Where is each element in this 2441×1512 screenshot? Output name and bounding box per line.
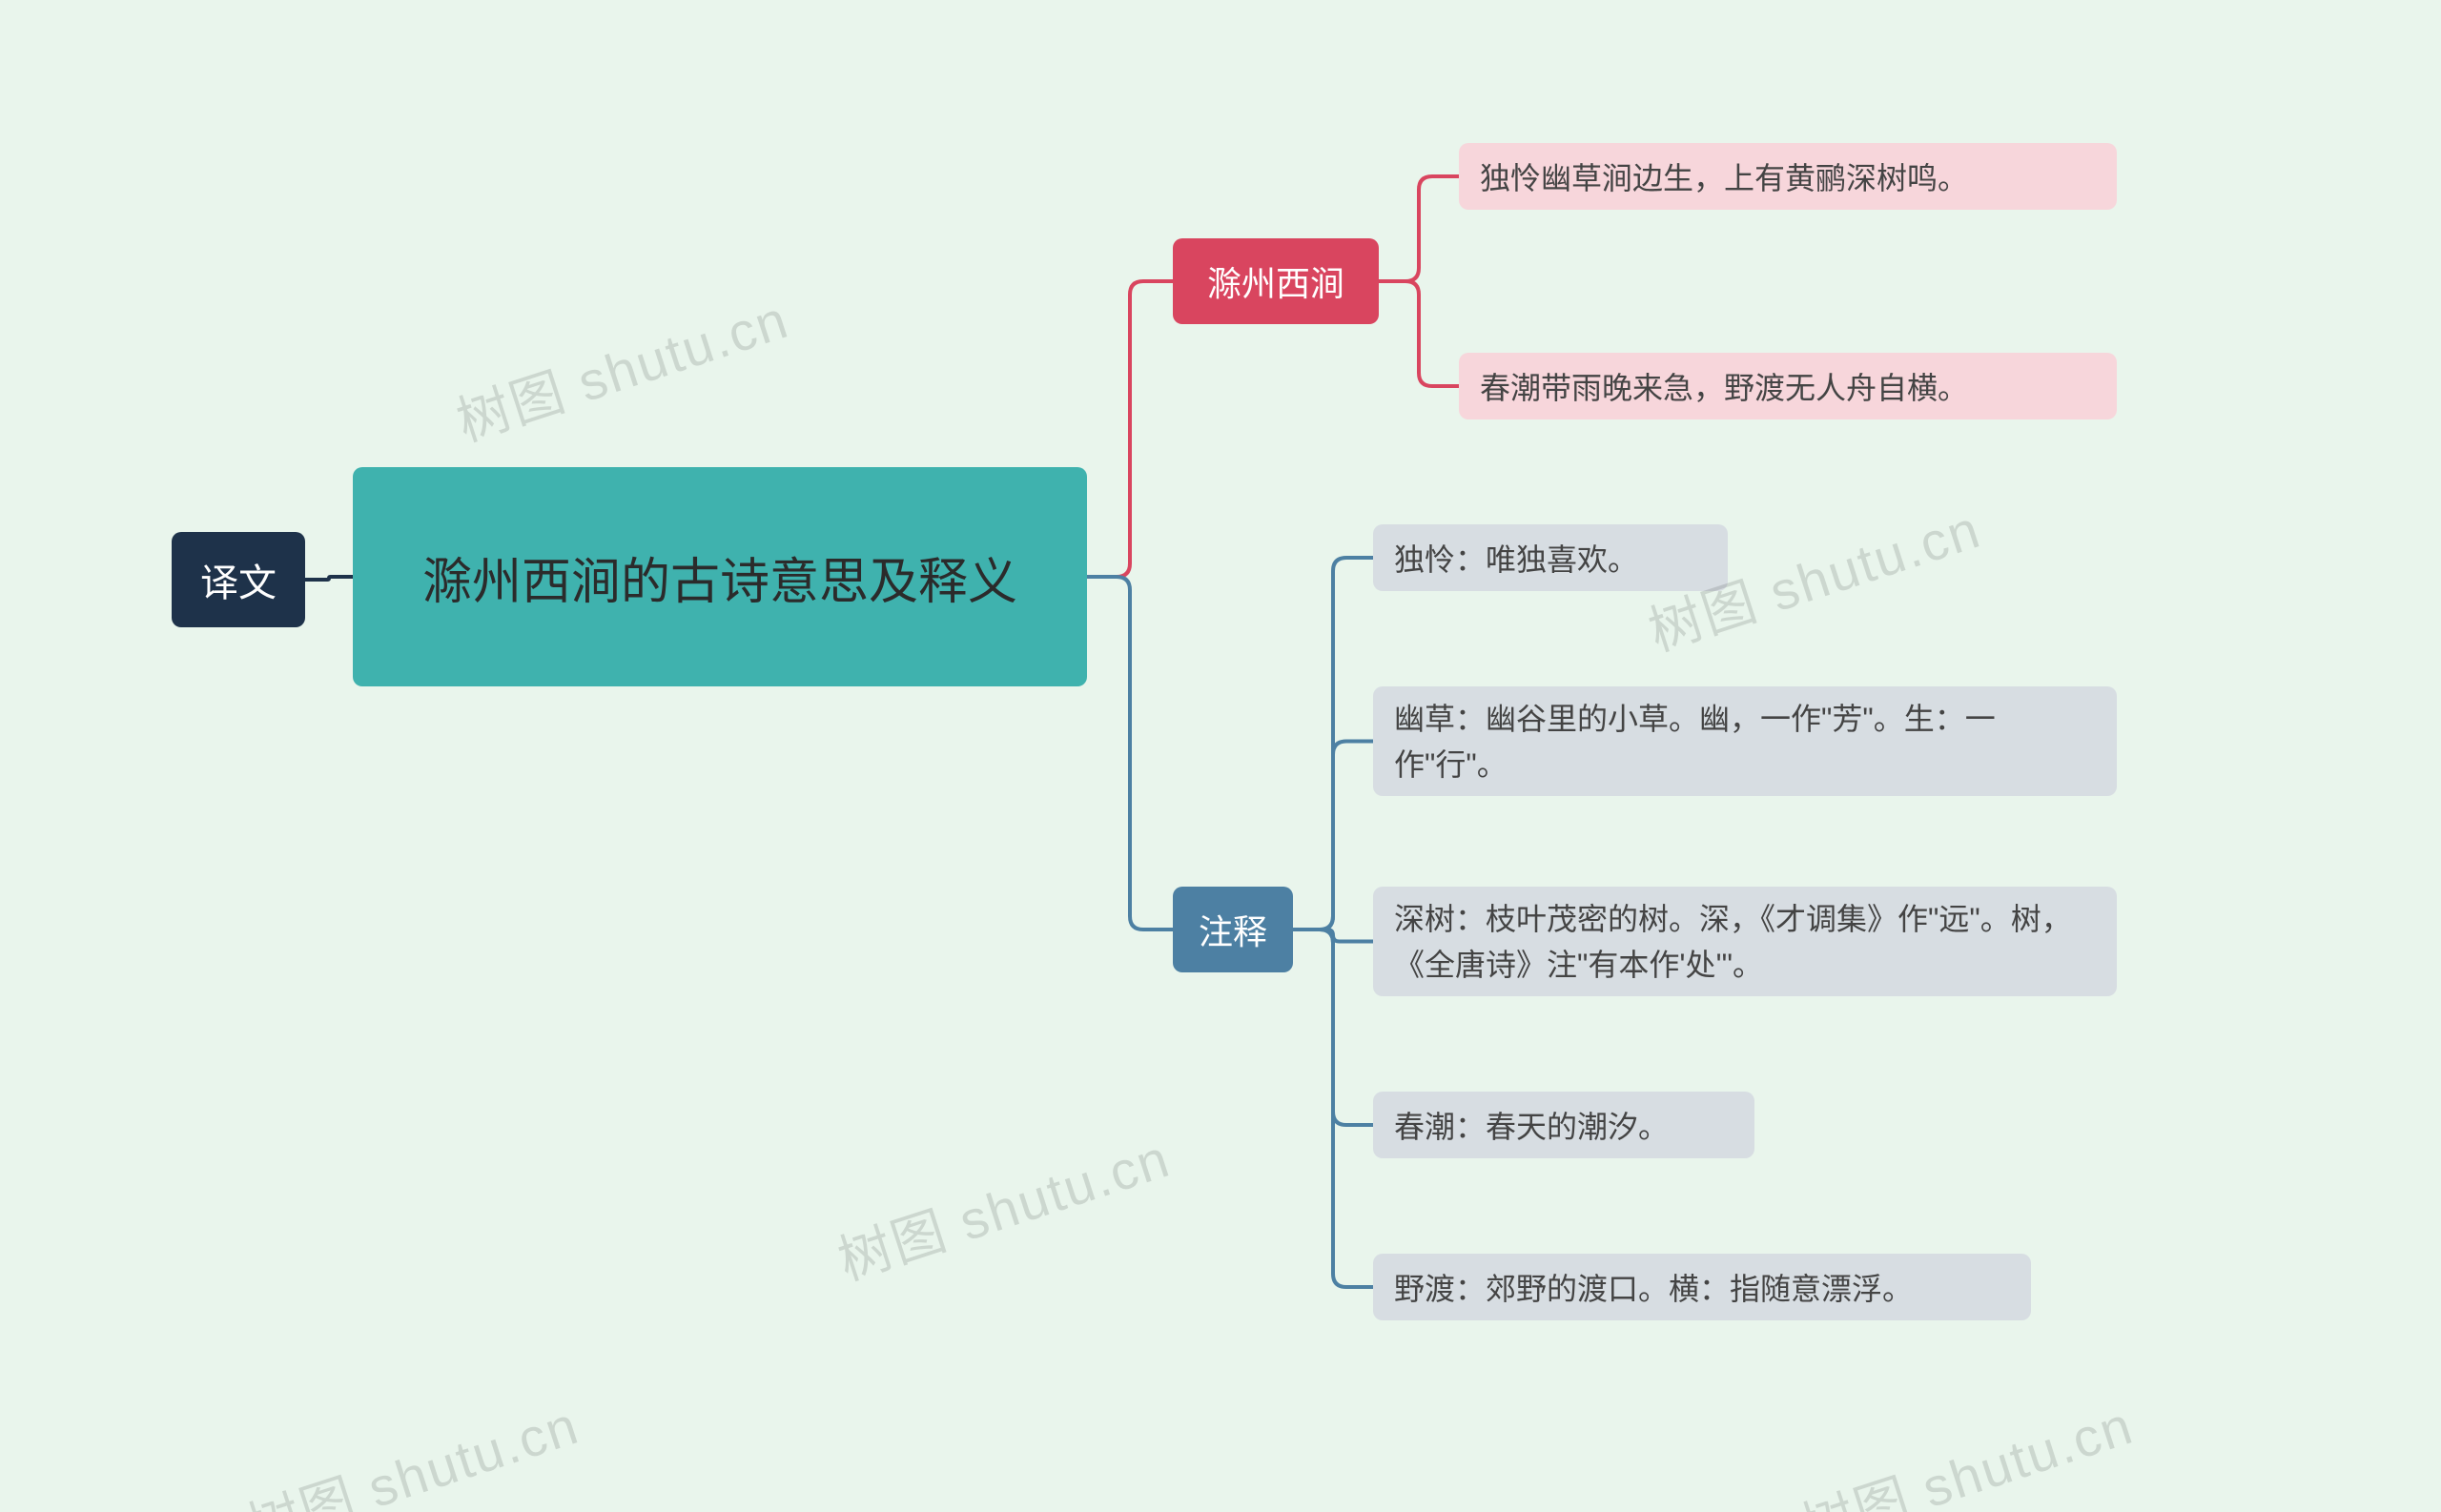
node-poem: 滁州西涧: [1173, 238, 1379, 324]
node-notes: 注释: [1173, 887, 1293, 972]
edge-notes-note3: [1293, 930, 1373, 942]
node-root: 滁州西涧的古诗意思及释义: [353, 467, 1087, 686]
node-note5: 野渡：郊野的渡口。横：指随意漂浮。: [1373, 1254, 2031, 1320]
node-translation: 译文: [172, 532, 305, 627]
watermark-text: 树图 shutu.cn: [445, 276, 797, 457]
edge-root-poem: [1087, 281, 1173, 577]
edge-poem-poem_line2: [1379, 281, 1459, 386]
watermark-text: 树图 shutu.cn: [1790, 1382, 2142, 1512]
node-note2: 幽草：幽谷里的小草。幽，一作"芳"。生：一作"行"。: [1373, 686, 2117, 796]
edge-notes-note1: [1293, 558, 1373, 930]
edge-notes-note4: [1293, 930, 1373, 1125]
watermark-text: 树图 shutu.cn: [236, 1382, 587, 1512]
edge-translation-root: [305, 577, 353, 580]
node-poem_line2: 春潮带雨晚来急，野渡无人舟自横。: [1459, 353, 2117, 419]
watermark-text: 树图 shutu.cn: [827, 1115, 1179, 1296]
edge-poem-poem_line1: [1379, 176, 1459, 281]
edge-notes-note2: [1293, 742, 1373, 930]
edge-notes-note5: [1293, 930, 1373, 1287]
node-poem_line1: 独怜幽草涧边生，上有黄鹂深树鸣。: [1459, 143, 2117, 210]
node-note1: 独怜：唯独喜欢。: [1373, 524, 1728, 591]
node-note4: 春潮：春天的潮汐。: [1373, 1092, 1754, 1158]
edge-root-notes: [1087, 577, 1173, 930]
node-note3: 深树：枝叶茂密的树。深，《才调集》作"远"。树，《全唐诗》注"有本作'处'"。: [1373, 887, 2117, 996]
